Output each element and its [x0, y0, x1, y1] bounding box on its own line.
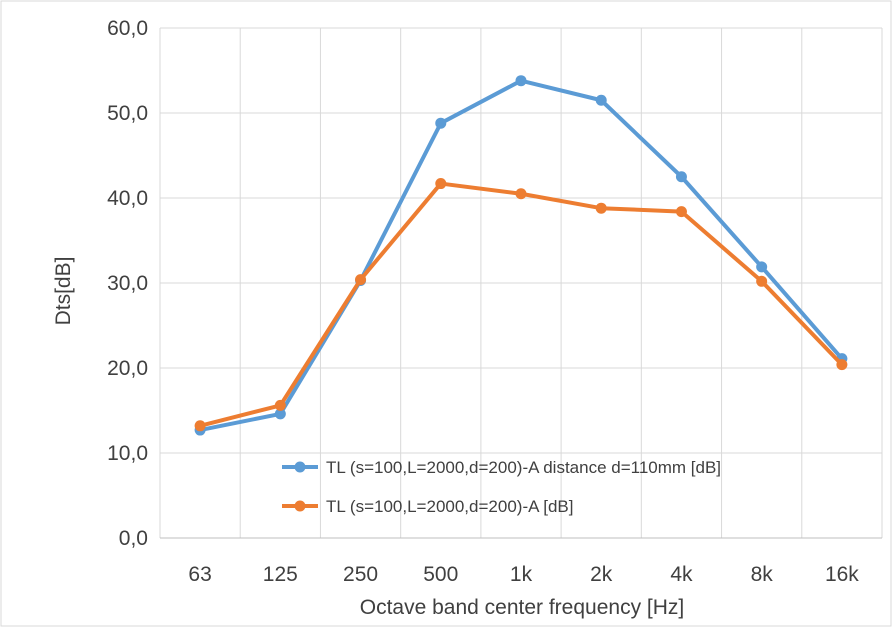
x-tick-label: 8k	[751, 563, 774, 586]
legend-label: TL (s=100,L=2000,d=200)-A [dB]	[326, 497, 573, 516]
x-tick-label: 500	[423, 563, 458, 586]
x-tick-label: 4k	[670, 563, 693, 586]
data-point	[515, 188, 527, 200]
data-point	[355, 274, 367, 286]
y-tick-labels: 0,0 10,0 20,0 30,0 40,0 50,0 60,0	[107, 17, 148, 550]
data-point	[274, 399, 286, 411]
x-tick-label: 250	[343, 563, 378, 586]
data-point	[274, 408, 286, 420]
legend-item: TL (s=100,L=2000,d=200)-A [dB]	[282, 497, 573, 516]
legend-label: TL (s=100,L=2000,d=200)-A distance d=110…	[326, 458, 721, 477]
y-tick-label: 50,0	[107, 102, 148, 125]
data-point	[515, 75, 527, 87]
data-point	[756, 275, 768, 287]
series-2	[194, 178, 848, 432]
x-tick-label: 125	[263, 563, 298, 586]
x-axis-title: Octave band center frequency [Hz]	[360, 596, 685, 619]
data-point	[435, 117, 447, 129]
data-point	[435, 178, 447, 190]
x-tick-labels: 63 125 250 500 1k 2k 4k 8k 16k	[188, 563, 859, 586]
y-tick-label: 0,0	[119, 527, 148, 550]
x-tick-label: 16k	[825, 563, 859, 586]
legend-marker	[294, 500, 306, 512]
data-point	[675, 206, 687, 218]
legend-item: TL (s=100,L=2000,d=200)-A distance d=110…	[282, 458, 721, 477]
data-point	[595, 202, 607, 214]
data-point	[595, 94, 607, 106]
y-tick-label: 60,0	[107, 17, 148, 40]
x-tick-label: 1k	[510, 563, 533, 586]
legend: TL (s=100,L=2000,d=200)-A distance d=110…	[282, 458, 721, 516]
data-point	[194, 420, 206, 432]
y-tick-label: 10,0	[107, 442, 148, 465]
data-point	[836, 359, 848, 371]
y-tick-label: 30,0	[107, 272, 148, 295]
y-axis-title: Dts[dB]	[52, 257, 75, 326]
y-tick-label: 40,0	[107, 187, 148, 210]
data-point	[675, 171, 687, 183]
legend-marker	[294, 461, 306, 473]
data-point	[756, 261, 768, 273]
x-tick-label: 2k	[590, 563, 613, 586]
y-tick-label: 20,0	[107, 357, 148, 380]
series-group	[194, 75, 848, 436]
x-tick-label: 63	[188, 563, 211, 586]
